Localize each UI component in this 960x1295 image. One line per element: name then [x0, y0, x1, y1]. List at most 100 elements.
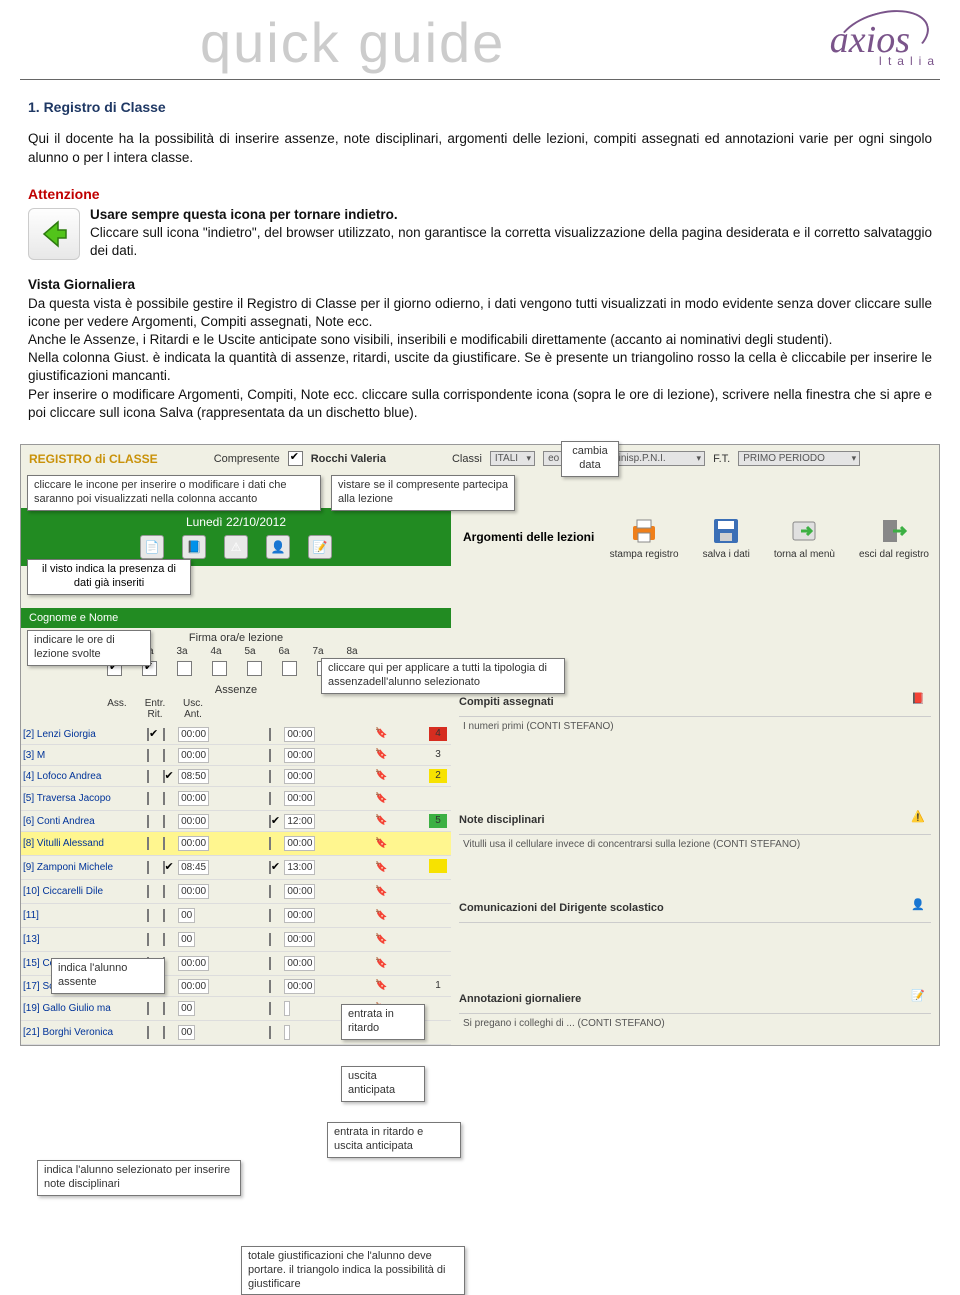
giust-cell[interactable] — [429, 931, 447, 945]
usc-checkbox[interactable] — [269, 909, 271, 922]
time-entr[interactable]: 00:00 — [178, 748, 209, 763]
usc-checkbox[interactable] — [269, 957, 271, 970]
giust-cell[interactable] — [429, 1024, 447, 1038]
apply-icon[interactable]: 🔖 — [375, 770, 391, 782]
giust-cell[interactable]: 4 — [429, 727, 447, 741]
menu-button[interactable]: torna al menù — [774, 515, 835, 560]
time-entr[interactable]: 00 — [178, 1025, 195, 1040]
ora-checkbox[interactable] — [247, 661, 262, 676]
er-checkbox[interactable] — [163, 1002, 165, 1015]
apply-icon[interactable]: 🔖 — [375, 815, 391, 827]
usc-checkbox[interactable] — [269, 837, 271, 850]
warning-icon[interactable]: ⚠️ — [911, 810, 931, 830]
apply-icon[interactable]: 🔖 — [375, 838, 391, 850]
table-row[interactable]: [9] Zamponi Michele08:4513:00🔖 — [21, 856, 451, 880]
time-usc[interactable]: 00:00 — [284, 884, 315, 899]
table-row[interactable]: [8] Vitulli Alessand00:0000:00🔖 — [21, 832, 451, 856]
ass-checkbox[interactable] — [147, 1026, 149, 1039]
er-checkbox[interactable] — [163, 909, 165, 922]
table-row[interactable]: [6] Conti Andrea00:0012:00🔖5 — [21, 811, 451, 832]
ass-checkbox[interactable] — [147, 837, 149, 850]
note-icon[interactable]: ⚠ — [224, 535, 248, 559]
apply-icon[interactable]: 🔖 — [375, 728, 391, 740]
time-entr[interactable]: 08:50 — [178, 769, 209, 784]
giust-cell[interactable] — [429, 859, 447, 873]
er-checkbox[interactable] — [163, 837, 165, 850]
er-checkbox[interactable] — [163, 933, 165, 946]
time-entr[interactable]: 00 — [178, 932, 195, 947]
giust-cell[interactable]: 5 — [429, 814, 447, 828]
table-row[interactable]: [5] Traversa Jacopo00:0000:00🔖 — [21, 787, 451, 811]
time-usc[interactable]: 12:00 — [284, 814, 315, 829]
ass-checkbox[interactable] — [147, 861, 149, 874]
dirigente-icon[interactable]: 👤 — [266, 535, 290, 559]
ass-checkbox[interactable] — [147, 933, 149, 946]
classi-dropdown-1[interactable]: ITALI — [490, 451, 535, 466]
ft-dropdown[interactable]: PRIMO PERIODO — [738, 451, 860, 466]
apply-icon[interactable]: 🔖 — [375, 934, 391, 946]
compresente-checkbox[interactable] — [288, 451, 303, 466]
time-entr[interactable]: 08:45 — [178, 860, 209, 875]
er-checkbox[interactable] — [163, 770, 165, 783]
stampa-button[interactable]: stampa registro — [610, 515, 679, 560]
time-usc[interactable]: 00:00 — [284, 932, 315, 947]
table-row[interactable]: [3] M00:0000:00🔖3 — [21, 745, 451, 766]
time-usc[interactable]: 00:00 — [284, 727, 315, 742]
time-entr[interactable]: 00 — [178, 908, 195, 923]
time-usc[interactable]: 00:00 — [284, 979, 315, 994]
usc-checkbox[interactable] — [269, 885, 271, 898]
giust-cell[interactable] — [429, 790, 447, 804]
giust-cell[interactable] — [429, 955, 447, 969]
apply-icon[interactable]: 🔖 — [375, 958, 391, 970]
time-entr[interactable]: 00:00 — [178, 956, 209, 971]
salva-button[interactable]: salva i dati — [703, 515, 750, 560]
esci-button[interactable]: esci dal registro — [859, 515, 929, 560]
usc-checkbox[interactable] — [269, 815, 271, 828]
usc-checkbox[interactable] — [269, 980, 271, 993]
usc-checkbox[interactable] — [269, 1026, 271, 1039]
ora-checkbox[interactable] — [282, 661, 297, 676]
time-usc[interactable]: 00:00 — [284, 908, 315, 923]
table-row[interactable]: [10] Ciccarelli Dile00:0000:00🔖 — [21, 880, 451, 904]
time-entr[interactable]: 00 — [178, 1001, 195, 1016]
giust-cell[interactable] — [429, 1000, 447, 1014]
ora-checkbox[interactable] — [177, 661, 192, 676]
giust-cell[interactable]: 3 — [429, 748, 447, 762]
book-icon[interactable]: 📕 — [911, 692, 931, 712]
ass-checkbox[interactable] — [147, 885, 149, 898]
ass-checkbox[interactable] — [147, 1002, 149, 1015]
arg-icon[interactable]: 📄 — [140, 535, 164, 559]
usc-checkbox[interactable] — [269, 792, 271, 805]
ass-checkbox[interactable] — [147, 749, 149, 762]
usc-checkbox[interactable] — [269, 1002, 271, 1015]
time-usc[interactable] — [284, 1025, 290, 1040]
apply-icon[interactable]: 🔖 — [375, 886, 391, 898]
giust-cell[interactable] — [429, 907, 447, 921]
apply-icon[interactable]: 🔖 — [375, 793, 391, 805]
ora-checkbox[interactable] — [212, 661, 227, 676]
usc-checkbox[interactable] — [269, 770, 271, 783]
ass-checkbox[interactable] — [147, 770, 149, 783]
ass-checkbox[interactable] — [147, 728, 149, 741]
time-entr[interactable]: 00:00 — [178, 791, 209, 806]
apply-icon[interactable]: 🔖 — [375, 980, 391, 992]
apply-icon[interactable]: 🔖 — [375, 862, 391, 874]
annot-icon[interactable]: 📝 — [308, 535, 332, 559]
giust-cell[interactable]: 1 — [429, 979, 447, 993]
time-usc[interactable]: 00:00 — [284, 748, 315, 763]
table-row[interactable]: [13]0000:00🔖 — [21, 928, 451, 952]
er-checkbox[interactable] — [163, 815, 165, 828]
note-icon[interactable]: 📝 — [911, 989, 931, 1009]
time-usc[interactable]: 00:00 — [284, 791, 315, 806]
giust-cell[interactable] — [429, 835, 447, 849]
time-entr[interactable]: 00:00 — [178, 727, 209, 742]
usc-checkbox[interactable] — [269, 749, 271, 762]
giust-cell[interactable] — [429, 883, 447, 897]
er-checkbox[interactable] — [163, 885, 165, 898]
giust-cell[interactable]: 2 — [429, 769, 447, 783]
er-checkbox[interactable] — [163, 792, 165, 805]
time-usc[interactable]: 00:00 — [284, 956, 315, 971]
ass-checkbox[interactable] — [147, 909, 149, 922]
time-entr[interactable]: 00:00 — [178, 836, 209, 851]
table-row[interactable]: [2] Lenzi Giorgia00:0000:00🔖4 — [21, 724, 451, 745]
